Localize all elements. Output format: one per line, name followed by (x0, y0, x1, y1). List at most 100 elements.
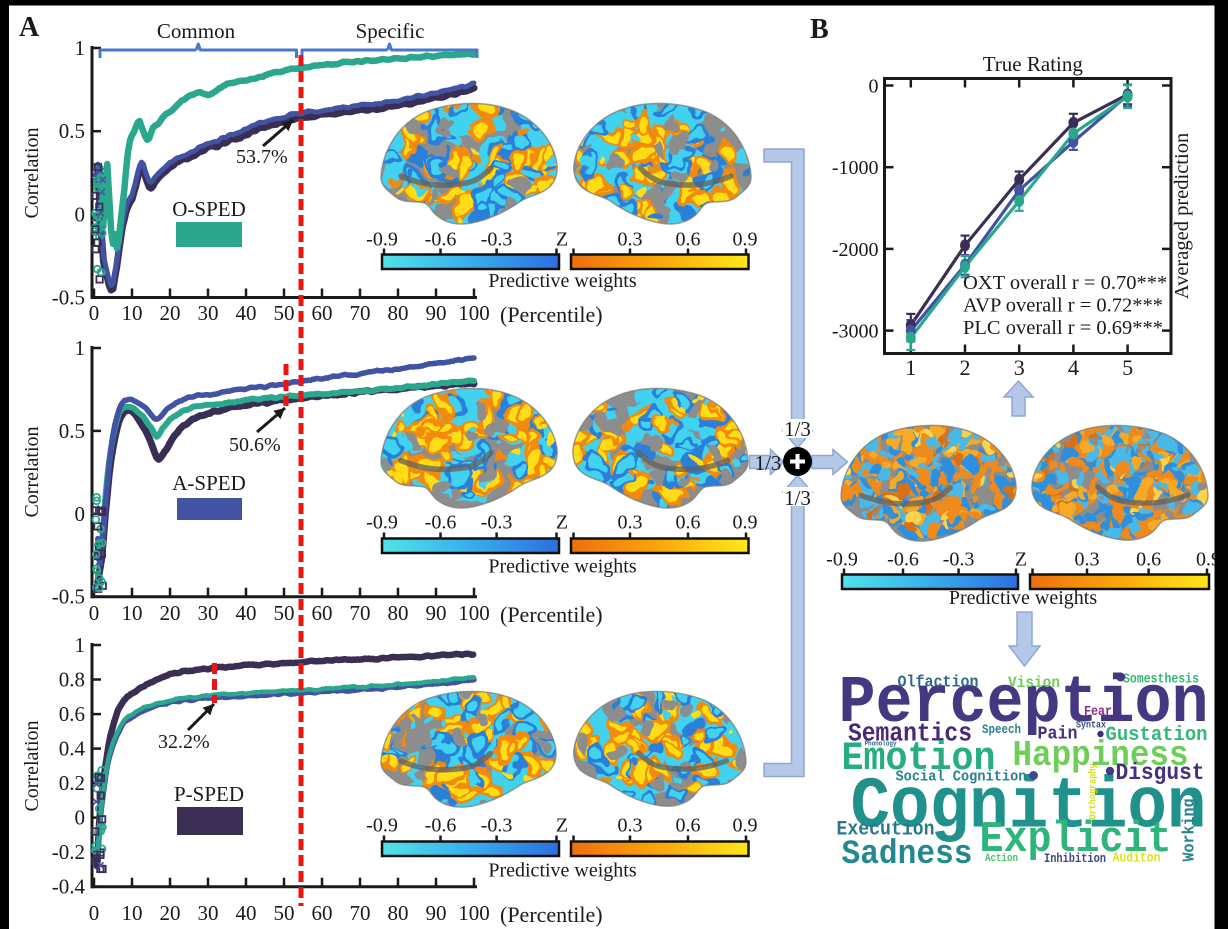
svg-text:20: 20 (160, 901, 181, 925)
svg-text:40: 40 (236, 301, 257, 325)
svg-text:40: 40 (236, 901, 257, 925)
svg-text:-0.6: -0.6 (425, 229, 457, 251)
svg-text:Semantics: Semantics (848, 720, 972, 749)
svg-text:50: 50 (274, 901, 295, 925)
svg-text:Explicit: Explicit (980, 815, 1172, 865)
svg-text:0: 0 (75, 202, 86, 226)
svg-text:Specific: Specific (356, 19, 425, 43)
svg-text:0.6: 0.6 (676, 815, 701, 837)
svg-text:0.3: 0.3 (618, 815, 643, 837)
svg-text:0.6: 0.6 (59, 702, 85, 726)
svg-text:A: A (19, 12, 40, 43)
svg-text:Gustation: Gustation (1106, 724, 1208, 747)
svg-text:1: 1 (905, 355, 916, 380)
svg-text:10: 10 (122, 901, 143, 925)
svg-text:Social Cognition: Social Cognition (896, 769, 1027, 786)
svg-text:(Percentile): (Percentile) (500, 602, 603, 627)
svg-text:100: 100 (458, 601, 490, 625)
svg-text:-0.3: -0.3 (943, 549, 975, 571)
svg-text:5: 5 (1122, 355, 1133, 380)
svg-text:-0.5: -0.5 (52, 286, 85, 310)
svg-text:70: 70 (350, 301, 371, 325)
svg-text:Z: Z (556, 815, 568, 837)
svg-text:Averaged prediction: Averaged prediction (1171, 133, 1193, 299)
svg-text:Correlation: Correlation (21, 426, 43, 517)
svg-text:Fear: Fear (1084, 705, 1112, 720)
svg-text:Vision: Vision (1008, 674, 1060, 692)
svg-text:70: 70 (350, 601, 371, 625)
svg-text:60: 60 (312, 901, 333, 925)
svg-text:-1000: -1000 (832, 157, 879, 179)
svg-text:A-SPED: A-SPED (172, 471, 246, 495)
svg-text:Z: Z (556, 229, 568, 251)
svg-text:Emotion: Emotion (842, 737, 996, 782)
svg-text:0: 0 (89, 901, 100, 925)
svg-text:0.8: 0.8 (59, 668, 85, 692)
svg-text:0: 0 (89, 601, 100, 625)
svg-text:1: 1 (75, 336, 86, 360)
svg-text:PLC overall r = 0.69***: PLC overall r = 0.69*** (963, 317, 1163, 339)
svg-text:50.6%: 50.6% (229, 434, 281, 456)
svg-text:3: 3 (1014, 355, 1025, 380)
svg-text:90: 90 (426, 601, 447, 625)
svg-text:Z: Z (556, 512, 568, 534)
svg-text:50: 50 (274, 301, 295, 325)
svg-text:-0.3: -0.3 (481, 815, 513, 837)
svg-text:Inhibition: Inhibition (1044, 851, 1106, 866)
svg-text:80: 80 (388, 301, 409, 325)
svg-text:OXT overall r = 0.70***: OXT overall r = 0.70*** (963, 272, 1167, 294)
svg-text:-0.9: -0.9 (366, 815, 398, 837)
svg-text:10: 10 (122, 301, 143, 325)
svg-text:90: 90 (426, 301, 447, 325)
svg-text:0.4: 0.4 (59, 737, 86, 761)
svg-text:0.9: 0.9 (733, 229, 758, 251)
svg-text:Olfaction: Olfaction (898, 673, 979, 692)
svg-text:Z: Z (1015, 549, 1027, 571)
svg-text:20: 20 (160, 301, 181, 325)
svg-text:Action: Action (985, 853, 1018, 865)
svg-text:70: 70 (350, 901, 371, 925)
svg-text:Disgust: Disgust (1116, 760, 1205, 787)
svg-text:P-SPED: P-SPED (174, 782, 244, 806)
svg-text:0.3: 0.3 (618, 229, 643, 251)
svg-text:AVP overall r = 0.72***: AVP overall r = 0.72*** (963, 295, 1163, 317)
svg-text:-0.9: -0.9 (366, 229, 398, 251)
svg-text:0.2: 0.2 (59, 771, 85, 795)
svg-text:1: 1 (75, 633, 86, 657)
svg-text:1/3: 1/3 (784, 417, 811, 441)
svg-text:Correlation: Correlation (21, 720, 43, 811)
svg-text:-0.6: -0.6 (425, 512, 457, 534)
svg-text:0.6: 0.6 (676, 229, 701, 251)
svg-text:-0.6: -0.6 (887, 549, 919, 571)
svg-text:Pain: Pain (1038, 724, 1078, 745)
svg-text:Syntax: Syntax (1076, 721, 1106, 732)
svg-text:-0.3: -0.3 (481, 229, 513, 251)
svg-text:Somesthesis: Somesthesis (1123, 673, 1199, 688)
svg-text:Auditon: Auditon (1113, 851, 1161, 867)
svg-text:Predictive weights: Predictive weights (488, 860, 637, 882)
svg-text:Correlation: Correlation (21, 127, 43, 218)
svg-text:-0.6: -0.6 (425, 815, 457, 837)
svg-text:-0.9: -0.9 (366, 512, 398, 534)
svg-text:4: 4 (1068, 355, 1079, 380)
svg-text:-0.9: -0.9 (826, 549, 858, 571)
svg-text:100: 100 (458, 901, 490, 925)
svg-text:0.3: 0.3 (618, 512, 643, 534)
svg-text:0.5: 0.5 (59, 419, 85, 443)
svg-text:Phonology: Phonology (865, 741, 897, 749)
svg-text:0.3: 0.3 (1075, 549, 1100, 571)
svg-text:Cognition: Cognition (851, 767, 1207, 849)
svg-text:(Percentile): (Percentile) (500, 302, 603, 327)
svg-text:32.2%: 32.2% (158, 731, 210, 753)
svg-text:0.6: 0.6 (676, 512, 701, 534)
svg-text:60: 60 (312, 601, 333, 625)
svg-text:0: 0 (89, 301, 100, 325)
svg-text:Execution: Execution (837, 819, 935, 842)
svg-text:(Percentile): (Percentile) (500, 902, 603, 927)
svg-text:30: 30 (198, 601, 219, 625)
svg-text:53.7%: 53.7% (236, 146, 288, 168)
svg-text:-0.5: -0.5 (52, 585, 85, 609)
svg-text:80: 80 (388, 601, 409, 625)
svg-text:0: 0 (869, 76, 879, 98)
svg-text:-3000: -3000 (832, 321, 879, 343)
